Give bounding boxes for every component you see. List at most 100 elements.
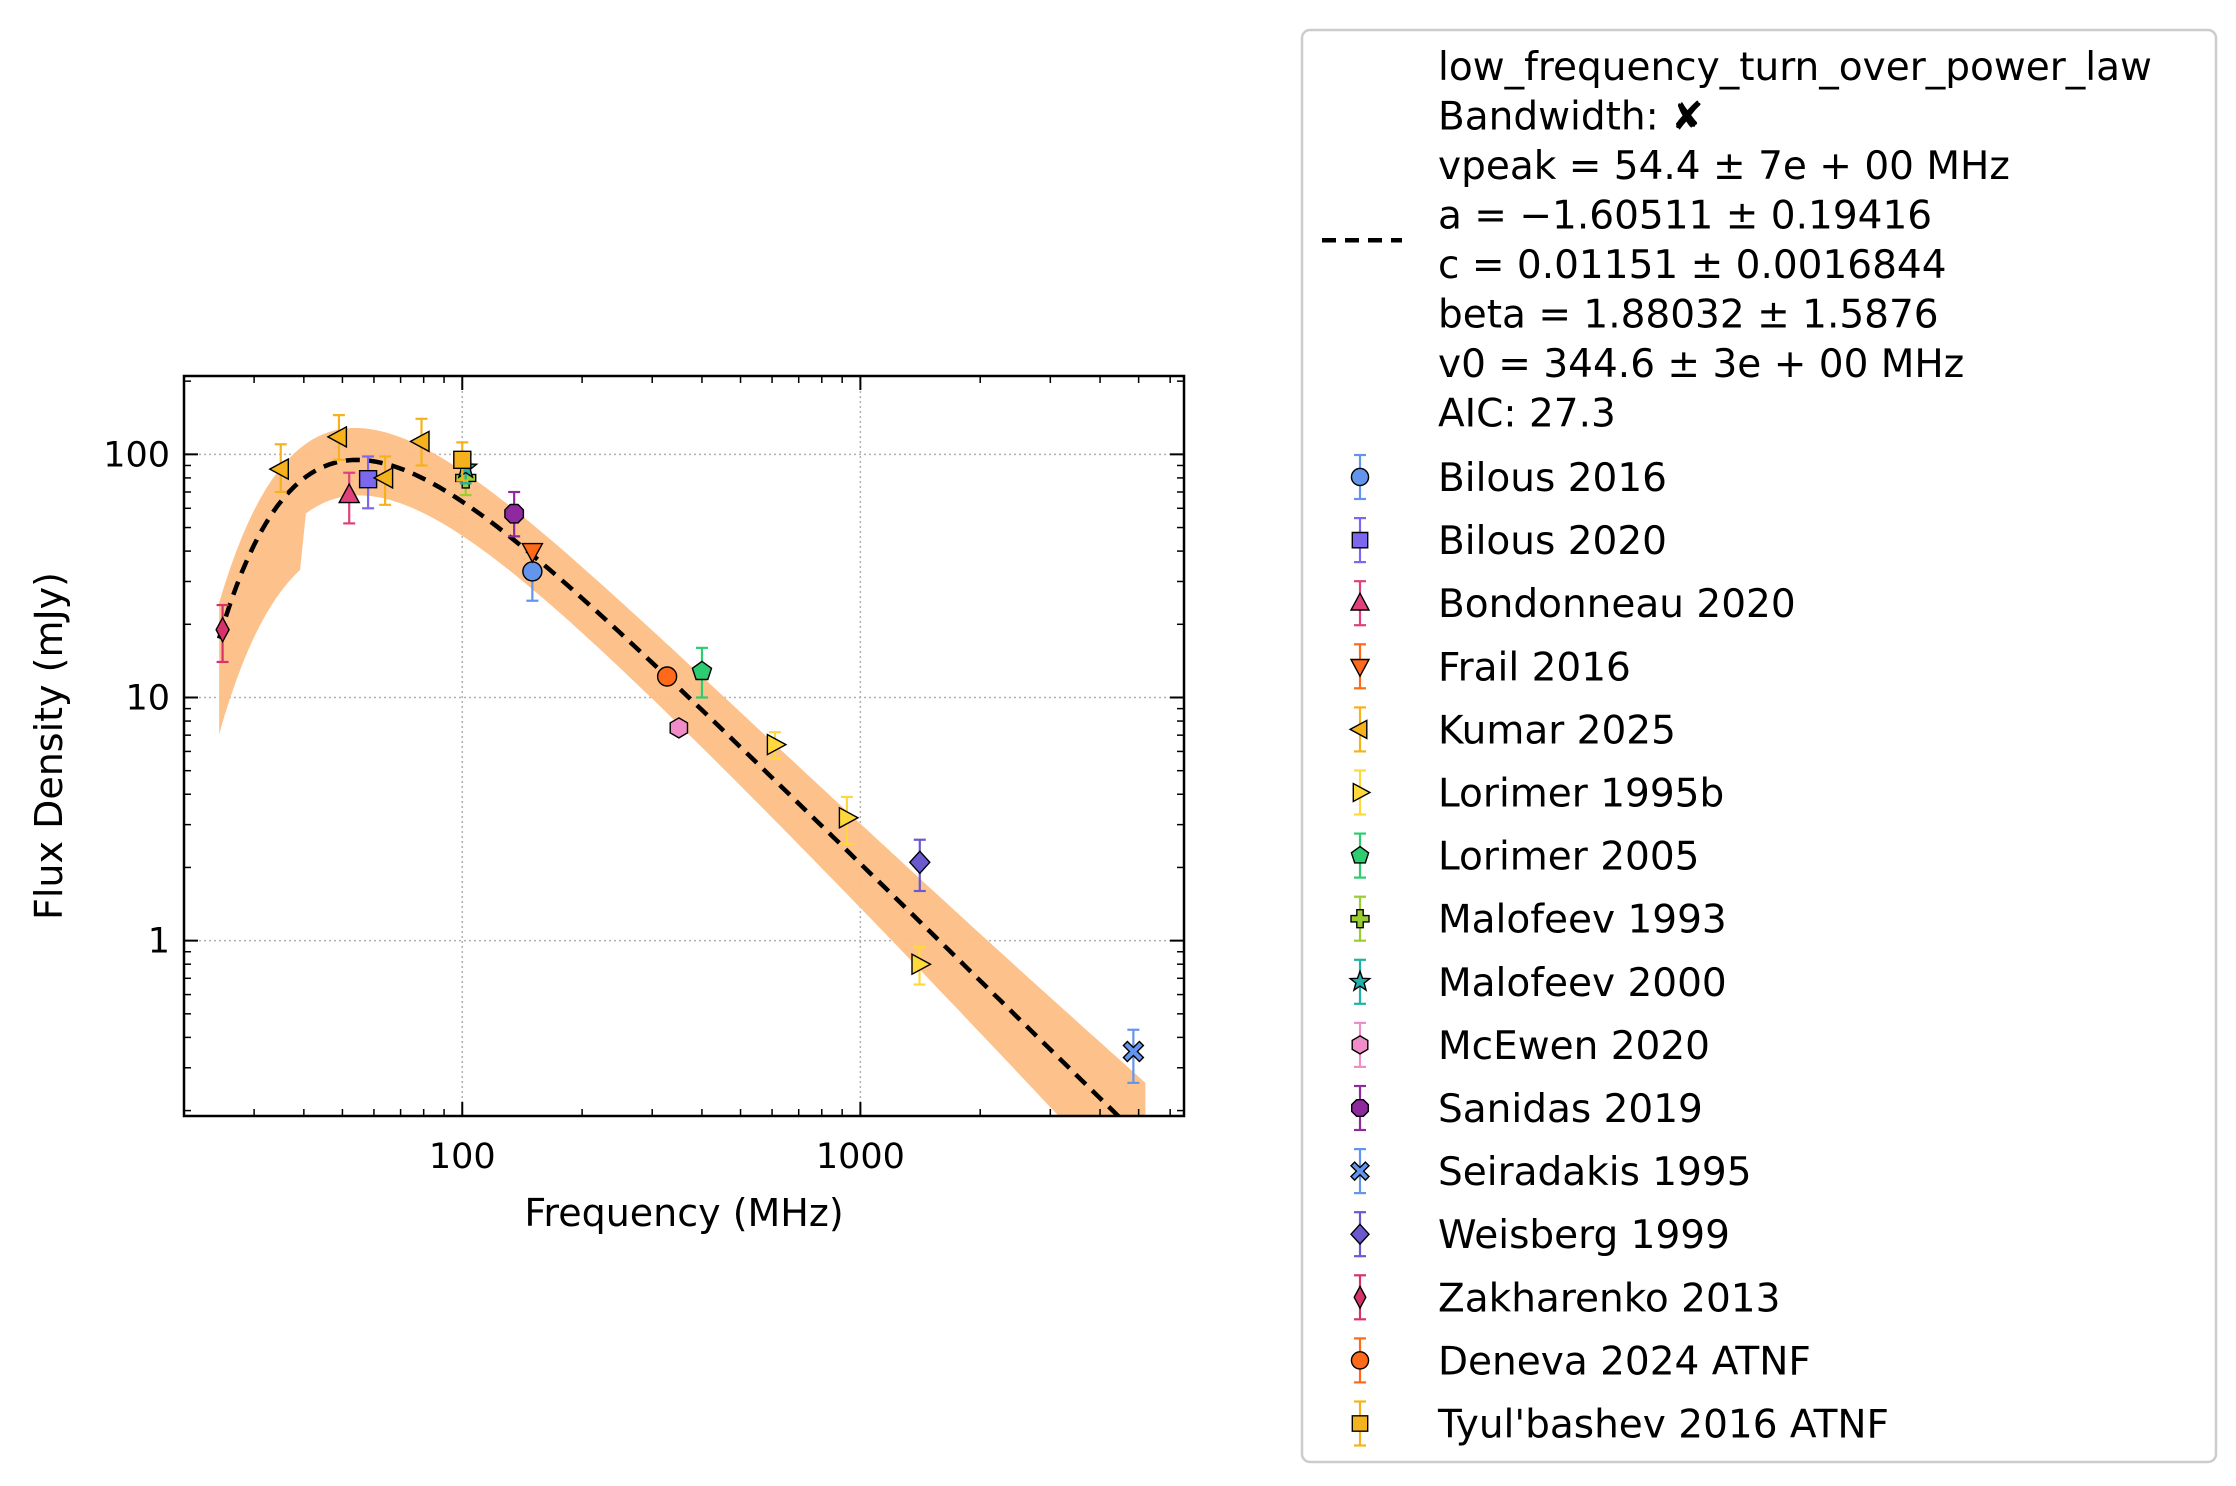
- legend-label: Bilous 2016: [1438, 456, 1667, 501]
- data-points: [215, 414, 1145, 1084]
- legend-label: Seiradakis 1995: [1438, 1150, 1752, 1195]
- series-zakharenko-2013: [215, 603, 230, 664]
- series-deneva-2024-atnf: [656, 666, 678, 687]
- y-axis-label: Flux Density (mJy): [27, 572, 71, 920]
- x-tick-label: 100: [429, 1137, 496, 1177]
- data-point: [326, 425, 348, 449]
- legend-label: Zakharenko 2013: [1438, 1276, 1780, 1321]
- legend-marker: [1351, 531, 1369, 549]
- data-point: [1122, 1040, 1145, 1063]
- legend-label: Malofeev 1993: [1438, 898, 1727, 943]
- legend-marker: [1348, 969, 1372, 992]
- legend-marker: [1349, 658, 1371, 678]
- legend-item: Seiradakis 1995: [1350, 1147, 1752, 1195]
- data-point: [409, 430, 430, 453]
- data-point: [358, 470, 378, 489]
- data-point: [691, 660, 713, 681]
- x-axis-label: Frequency (MHz): [524, 1191, 843, 1235]
- legend-item: Zakharenko 2013: [1353, 1274, 1780, 1321]
- series-kumar-2025: [268, 414, 430, 506]
- legend-item: Lorimer 2005: [1350, 832, 1699, 880]
- legend-label: Weisberg 1999: [1438, 1213, 1730, 1258]
- legend-item: Bondonneau 2020: [1349, 580, 1796, 627]
- y-tick-label: 1: [148, 922, 170, 962]
- legend-label: Bondonneau 2020: [1438, 582, 1796, 627]
- legend-fit-line: beta = 1.88032 ± 1.5876: [1438, 293, 1939, 338]
- fit-confidence-band: [219, 428, 1146, 1116]
- legend-item: Frail 2016: [1349, 643, 1631, 690]
- data-point: [911, 953, 932, 976]
- series-frail-2016: [521, 542, 544, 564]
- axis-ticks: 100 1000 1 10 100: [103, 376, 1184, 1177]
- plot-area: 100 1000 1 10 100: [103, 374, 1186, 1177]
- legend-fit-line: vpeak = 54.4 ± 7e + 00 MHz: [1438, 144, 2010, 189]
- legend-marker: [1348, 719, 1368, 740]
- series-seiradakis-1995: [1122, 1028, 1145, 1084]
- legend-label: Malofeev 2000: [1438, 961, 1727, 1006]
- legend-label: Frail 2016: [1438, 645, 1631, 690]
- series-lorimer-1995b: [766, 731, 932, 986]
- legend-frame: [1300, 28, 2218, 1464]
- legend-fit-line: low_frequency_turn_over_power_law: [1438, 45, 2152, 90]
- legend-label: McEwen 2020: [1438, 1024, 1710, 1069]
- legend-fit-line: AIC: 27.3: [1438, 392, 1616, 437]
- data-point: [338, 482, 361, 504]
- fit-band: [219, 428, 1146, 1116]
- legend-label: Deneva 2024 ATNF: [1438, 1339, 1811, 1384]
- x-tick-label: 1000: [816, 1137, 905, 1177]
- legend-fit-line: v0 = 344.6 ± 3e + 00 MHz: [1438, 342, 1964, 387]
- fit-line: [216, 457, 1122, 1116]
- y-tick-label: 100: [103, 435, 170, 475]
- legend-marker: [1350, 1351, 1370, 1370]
- legend-fit-line: a = −1.60511 ± 0.19416: [1438, 194, 1932, 239]
- data-point: [215, 616, 230, 644]
- legend: low_frequency_turn_over_power_law Bandwid…: [1300, 28, 2218, 1464]
- legend-fit-line: c = 0.01151 ± 0.0016844: [1438, 243, 1947, 288]
- legend-marker: [1349, 591, 1371, 611]
- data-point: [372, 466, 394, 490]
- legend-label: Tyul'bashev 2016 ATNF: [1437, 1403, 1889, 1448]
- legend-marker: [1350, 467, 1370, 487]
- legend-label: Lorimer 1995b: [1438, 772, 1724, 817]
- legend-label: Lorimer 2005: [1438, 835, 1699, 880]
- series-lorimer-2005: [691, 646, 713, 699]
- legend-item: Malofeev 2000: [1348, 958, 1727, 1006]
- legend-fit-entry: low_frequency_turn_over_power_law Bandwid…: [1322, 45, 2152, 437]
- data-point: [521, 542, 544, 564]
- series-bilous-2016: [522, 547, 543, 602]
- legend-item: Sanidas 2019: [1350, 1084, 1703, 1132]
- legend-item: Kumar 2025: [1348, 706, 1676, 753]
- legend-marker: [1350, 909, 1370, 929]
- data-point: [504, 503, 525, 524]
- y-tick-label: 10: [125, 678, 170, 718]
- legend-label: Sanidas 2019: [1438, 1087, 1703, 1132]
- legend-marker: [1351, 1035, 1369, 1055]
- legend-item: Deneva 2024 ATNF: [1350, 1337, 1811, 1384]
- legend-marker: [1350, 845, 1370, 864]
- legend-item: Lorimer 1995b: [1352, 769, 1724, 817]
- legend-item: Tyul'bashev 2016 ATNF: [1351, 1400, 1889, 1448]
- legend-item: Bilous 2016: [1350, 453, 1667, 501]
- legend-label: Bilous 2020: [1438, 519, 1667, 564]
- data-point: [522, 561, 543, 582]
- data-point: [838, 806, 860, 829]
- legend-item: McEwen 2020: [1351, 1021, 1710, 1069]
- legend-item: Bilous 2020: [1351, 516, 1667, 564]
- series-sanidas-2019: [504, 490, 525, 538]
- legend-marker: [1352, 782, 1372, 803]
- fit-curve: [216, 457, 1122, 1116]
- legend-marker: [1350, 1098, 1370, 1118]
- legend-item: Weisberg 1999: [1350, 1211, 1730, 1258]
- series-tyul-bashev-2016-atnf: [453, 441, 472, 482]
- series-bilous-2020: [358, 455, 378, 510]
- data-point: [908, 850, 931, 875]
- series-bondonneau-2020: [338, 471, 361, 525]
- legend-marker: [1350, 1161, 1370, 1182]
- data-point: [453, 450, 472, 469]
- legend-label: Kumar 2025: [1438, 708, 1676, 753]
- legend-marker: [1351, 1415, 1369, 1432]
- legend-series-entries: Bilous 2016 Bilous 2020 Bondonneau 2020 Fra…: [1348, 453, 1889, 1448]
- legend-item: Malofeev 1993: [1350, 895, 1727, 943]
- legend-fit-line: Bandwidth: ✘: [1438, 95, 1704, 140]
